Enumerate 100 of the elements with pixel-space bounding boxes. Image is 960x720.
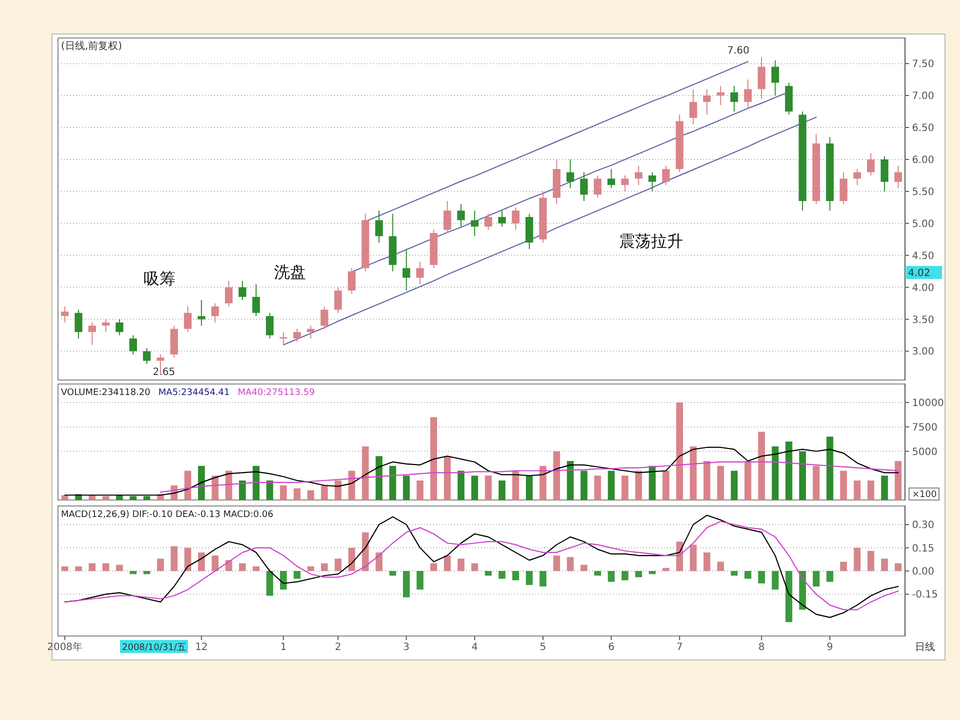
bar (594, 571, 602, 576)
bar (266, 571, 274, 596)
candlestick (88, 322, 96, 346)
bar (280, 485, 287, 500)
bar (471, 476, 478, 500)
bar (799, 571, 806, 610)
bar (402, 476, 410, 500)
annotation: MACD(12,26,9) DIF:-0.10 DEA:-0.13 MACD:0.06 (61, 510, 274, 520)
bar (540, 466, 546, 500)
text: 2008/10/31/五 (122, 643, 186, 653)
x-tick-label: 12 (195, 642, 208, 653)
bar (376, 456, 382, 500)
x-tick-label: 1 (280, 642, 287, 653)
bar (389, 571, 396, 576)
candlestick (280, 332, 288, 346)
candlestick (116, 318, 124, 336)
y-tick-label: 0.00 (912, 566, 934, 578)
candlestick (621, 174, 629, 192)
bar (458, 558, 464, 571)
candlestick (238, 280, 246, 301)
candlestick (61, 306, 69, 323)
bar (212, 476, 219, 500)
bar (75, 566, 82, 571)
candlestick (758, 56, 766, 100)
candlestick (334, 286, 342, 314)
bar (88, 495, 96, 500)
bar (402, 571, 410, 598)
bar (252, 466, 260, 500)
candlestick (744, 79, 752, 109)
bar (130, 496, 137, 500)
bar (416, 571, 424, 590)
bar (622, 476, 628, 500)
candlestick (129, 334, 137, 355)
bar (881, 476, 888, 500)
bar (239, 563, 246, 571)
y-tick-label: 7500 (912, 422, 938, 434)
candlestick (444, 200, 452, 234)
y-tick-label: 7.00 (912, 91, 934, 102)
bar (608, 571, 615, 582)
candlestick (730, 85, 738, 112)
bar (116, 495, 123, 500)
bar (540, 571, 546, 586)
bar (170, 546, 178, 571)
bar (362, 446, 369, 500)
bar (758, 571, 765, 584)
candlestick (224, 280, 233, 307)
bar (826, 571, 834, 582)
candlestick (771, 60, 780, 96)
bar (389, 466, 396, 500)
candlestick (689, 88, 698, 125)
y-tick-label: 5.00 (912, 218, 934, 230)
bar (116, 564, 123, 571)
candlestick (266, 312, 274, 339)
bar (458, 470, 464, 500)
bar (894, 563, 902, 571)
bar (376, 552, 382, 571)
candlestick (211, 302, 219, 323)
bar (812, 466, 820, 500)
bar (894, 461, 902, 500)
candlestick (348, 268, 356, 294)
bar (212, 556, 219, 571)
bar (785, 571, 792, 622)
annotation: 2.65 (152, 366, 176, 378)
candlestick (498, 210, 506, 228)
y-tick-label: 0.15 (912, 543, 934, 554)
candlestick (470, 210, 478, 237)
bar (703, 552, 710, 571)
annotation: 震荡拉升 (618, 232, 683, 251)
y-tick-label: 4.00 (912, 282, 934, 294)
annotation: MA5:234454.41 (158, 388, 230, 398)
bar (881, 558, 888, 571)
bar (717, 466, 724, 500)
x-tick-label: 2008年 (47, 641, 83, 653)
y-tick-label: 7.50 (912, 59, 934, 70)
text: 4.02 (908, 268, 930, 279)
x-tick-label: 2 (334, 642, 342, 653)
bar (744, 571, 752, 579)
bar (553, 451, 560, 500)
candlestick (184, 306, 192, 333)
text: ×100 (912, 490, 937, 500)
y-tick-label: 4.50 (912, 250, 934, 262)
bar (430, 563, 438, 571)
bar (61, 495, 68, 500)
x-tick-label: 6 (608, 642, 614, 653)
bar (662, 568, 670, 571)
annotation: VOLUME:234118.20 (61, 388, 151, 398)
candlestick (880, 156, 888, 192)
x-tick-label: 8 (758, 642, 765, 653)
y-tick-label: 10000 (912, 398, 944, 410)
y-tick-label: 6.50 (912, 122, 934, 134)
bar (143, 496, 150, 500)
bar (703, 461, 710, 500)
bar (580, 470, 588, 500)
candlestick (634, 165, 642, 186)
bar (444, 556, 451, 571)
bar (498, 571, 506, 579)
bar (772, 571, 779, 590)
candlestick (102, 318, 110, 333)
bar (526, 571, 533, 585)
candlestick (402, 248, 410, 292)
